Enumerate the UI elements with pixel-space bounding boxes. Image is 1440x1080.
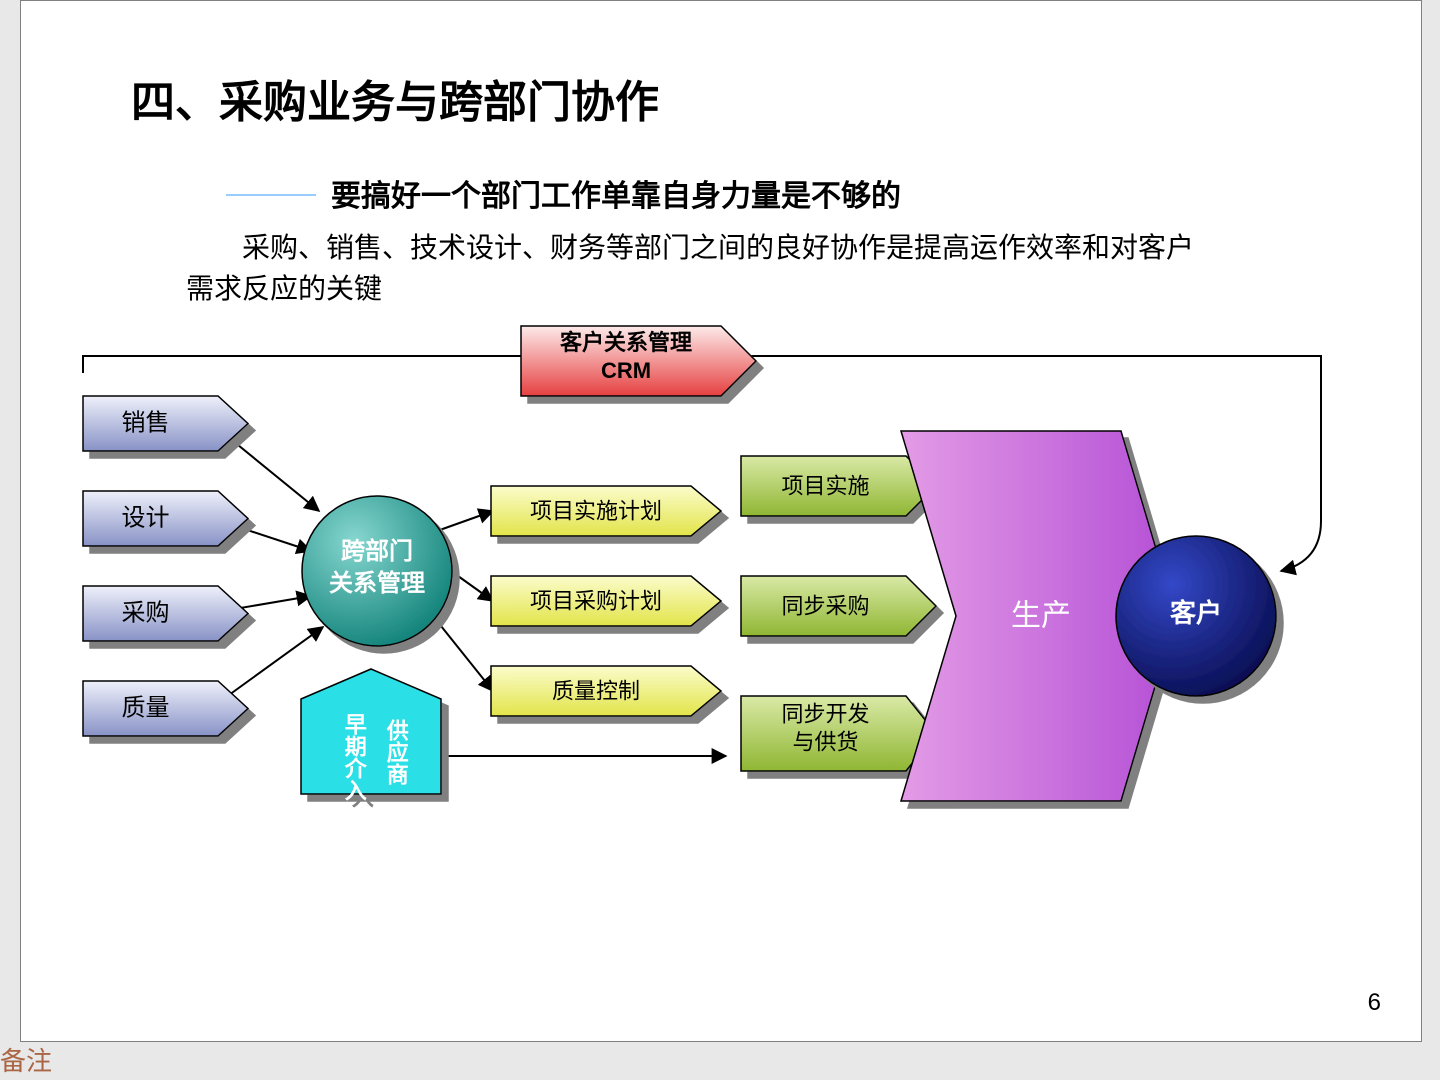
plan-box: 项目采购计划 [491, 576, 721, 626]
svg-text:客户: 客户 [1170, 598, 1222, 628]
svg-text:采购: 采购 [122, 600, 170, 627]
svg-text:质量控制: 质量控制 [552, 679, 640, 704]
sync-box: 同步开发与供货 [741, 696, 936, 771]
sync-box: 项目实施 [741, 456, 936, 516]
dept-box: 质量 [83, 681, 248, 736]
supplier-house: 早期介入供应商 [301, 669, 441, 801]
svg-text:客户关系管理: 客户关系管理 [560, 330, 692, 355]
svg-text:供应商: 供应商 [384, 718, 410, 785]
svg-text:跨部门: 跨部门 [341, 537, 413, 565]
svg-text:同步开发: 同步开发 [781, 702, 869, 727]
page-number: 6 [1368, 989, 1381, 1017]
customer-node: 客户 [1116, 536, 1276, 696]
dept-box: 采购 [83, 586, 248, 641]
flowchart-diagram: 销售设计采购质量 客户关系管理CRM 跨部门关系管理 项目实施计划项目采购计划质… [21, 1, 1421, 1041]
svg-text:质量: 质量 [122, 695, 170, 722]
dept-box: 设计 [83, 491, 248, 546]
sync-box: 同步采购 [741, 576, 936, 636]
plan-box: 项目实施计划 [491, 486, 721, 536]
dept-box: 销售 [83, 396, 248, 451]
supplier-pentagon: 早期介入供应商 [301, 669, 441, 801]
crm-box: 客户关系管理 CRM [521, 326, 756, 396]
svg-text:设计: 设计 [122, 505, 170, 532]
svg-text:项目采购计划: 项目采购计划 [530, 589, 662, 614]
customer-circle: 客户 [1116, 536, 1276, 696]
plan-boxes: 项目实施计划项目采购计划质量控制 [491, 486, 721, 716]
notes-label: 备注 [0, 1041, 52, 1078]
left-dept-boxes: 销售设计采购质量 [83, 396, 248, 736]
svg-text:同步采购: 同步采购 [781, 594, 869, 619]
svg-text:与供货: 与供货 [792, 730, 858, 755]
svg-text:项目实施计划: 项目实施计划 [530, 499, 662, 524]
svg-text:生产: 生产 [1011, 600, 1071, 633]
svg-text:早期介入: 早期介入 [342, 713, 368, 801]
plan-box: 质量控制 [491, 666, 721, 716]
svg-text:CRM: CRM [601, 358, 651, 383]
svg-text:销售: 销售 [122, 410, 170, 437]
crm-pentagon: 客户关系管理 CRM [521, 326, 756, 396]
svg-text:项目实施: 项目实施 [781, 474, 869, 499]
sync-boxes: 项目实施同步采购同步开发与供货 [741, 456, 936, 771]
center-circle: 跨部门关系管理 [302, 496, 452, 646]
slide-frame: 四、采购业务与跨部门协作 要搞好一个部门工作单靠自身力量是不够的 采购、销售、技… [20, 0, 1422, 1042]
cross-dept-circle: 跨部门关系管理 [302, 496, 452, 646]
svg-text:关系管理: 关系管理 [329, 569, 425, 597]
